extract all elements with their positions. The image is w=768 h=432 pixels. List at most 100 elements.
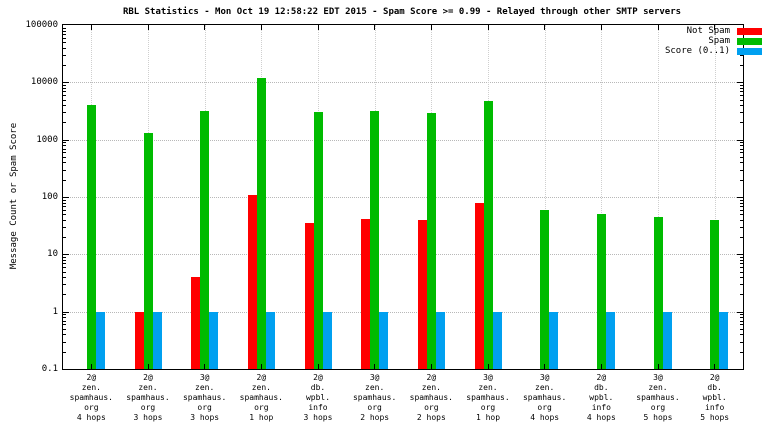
y-minor-tick [63, 294, 66, 296]
bar-not-spam [361, 218, 371, 369]
x-tick [544, 25, 546, 30]
y-minor-tick [63, 317, 66, 319]
y-minor-tick [63, 277, 66, 279]
y-minor-tick [740, 199, 743, 201]
y-tick [63, 82, 69, 84]
x-tick [90, 25, 92, 30]
y-minor-tick [740, 219, 743, 221]
y-minor-tick [740, 95, 743, 97]
bar-score-0-1 [549, 311, 559, 369]
y-minor-tick [63, 199, 66, 201]
x-tick-label: 3@ zen. spamhaus. org 3 hops [182, 373, 227, 422]
y-minor-tick [740, 209, 743, 211]
legend-label: Spam [708, 36, 730, 46]
x-tick-label: 2@ zen. spamhaus. org 1 hop [239, 373, 283, 422]
y-minor-tick [63, 65, 66, 67]
bar-score-0-1 [209, 311, 219, 369]
y-minor-tick [740, 334, 743, 336]
bar-score-0-1 [152, 311, 162, 369]
x-tick [714, 25, 716, 30]
y-minor-tick [740, 351, 743, 353]
y-minor-tick [63, 320, 66, 322]
y-minor-tick [740, 148, 743, 150]
x-tick [204, 364, 206, 369]
x-tick [657, 364, 659, 369]
legend: Not Spam Spam Score (0..1) [665, 26, 762, 56]
y-minor-tick [63, 91, 66, 93]
bar-spam [540, 209, 550, 369]
y-minor-tick [63, 84, 66, 86]
y-minor-tick [740, 271, 743, 273]
bar-spam [200, 110, 210, 369]
y-minor-tick [740, 205, 743, 207]
y-minor-tick [740, 145, 743, 147]
y-minor-tick [740, 152, 743, 154]
y-minor-tick [740, 202, 743, 204]
y-minor-tick [740, 314, 743, 316]
y-tick [737, 311, 743, 313]
x-tick [487, 25, 489, 30]
y-gridline [63, 82, 743, 84]
bar-spam [710, 219, 720, 369]
bar-spam [483, 100, 493, 369]
y-minor-tick [63, 33, 66, 35]
legend-swatch-spam [737, 37, 762, 45]
bar-score-0-1 [605, 311, 615, 369]
y-tick-label: 100 [41, 192, 58, 202]
bar-score-0-1 [265, 311, 275, 369]
y-minor-tick [63, 202, 66, 204]
y-minor-tick [740, 179, 743, 181]
y-minor-tick [740, 256, 743, 258]
y-minor-tick [740, 284, 743, 286]
legend-item: Score (0..1) [665, 46, 762, 56]
x-tick-label: 2@ db. wpbl. info 4 hops [586, 373, 616, 422]
y-minor-tick [740, 84, 743, 86]
legend-item: Not Spam [665, 26, 762, 36]
y-tick [63, 254, 69, 256]
y-minor-tick [740, 263, 743, 265]
y-minor-tick [63, 54, 66, 56]
y-tick-label: 10 [47, 249, 58, 260]
y-minor-tick [63, 169, 66, 171]
x-tick [600, 25, 602, 30]
y-gridline [63, 197, 743, 198]
y-tick-label: 1 [52, 306, 58, 317]
y-minor-tick [740, 65, 743, 67]
bar-spam [313, 112, 323, 369]
y-tick-label: 0.1 [41, 364, 58, 374]
x-tick [147, 25, 149, 30]
y-minor-tick [63, 162, 66, 164]
y-minor-tick [740, 99, 743, 101]
x-tick [317, 25, 319, 30]
y-minor-tick [740, 91, 743, 93]
bar-spam [256, 77, 266, 369]
y-minor-tick [63, 179, 66, 181]
y-minor-tick [740, 169, 743, 171]
y-minor-tick [740, 226, 743, 228]
bar-not-spam [417, 219, 427, 369]
x-tick [204, 25, 206, 30]
y-minor-tick [63, 237, 66, 239]
x-tick-label: 2@ db. wpbl. info 3 hops [303, 373, 333, 422]
y-minor-tick [63, 95, 66, 97]
y-minor-tick [740, 214, 743, 216]
bar-spam [653, 216, 663, 369]
y-minor-tick [63, 256, 66, 258]
y-minor-tick [740, 122, 743, 124]
x-tick [430, 364, 432, 369]
bar-score-0-1 [719, 311, 729, 369]
y-gridline [63, 254, 743, 256]
y-minor-tick [63, 105, 66, 107]
y-minor-tick [63, 324, 66, 326]
y-minor-tick [63, 263, 66, 265]
plot-area [62, 24, 744, 370]
bar-not-spam [247, 194, 257, 369]
bar-score-0-1 [492, 311, 502, 369]
bar-not-spam [191, 277, 201, 369]
bar-score-0-1 [95, 311, 105, 369]
y-minor-tick [63, 271, 66, 273]
y-tick [737, 197, 743, 198]
y-tick [737, 254, 743, 256]
y-gridline [63, 311, 743, 313]
